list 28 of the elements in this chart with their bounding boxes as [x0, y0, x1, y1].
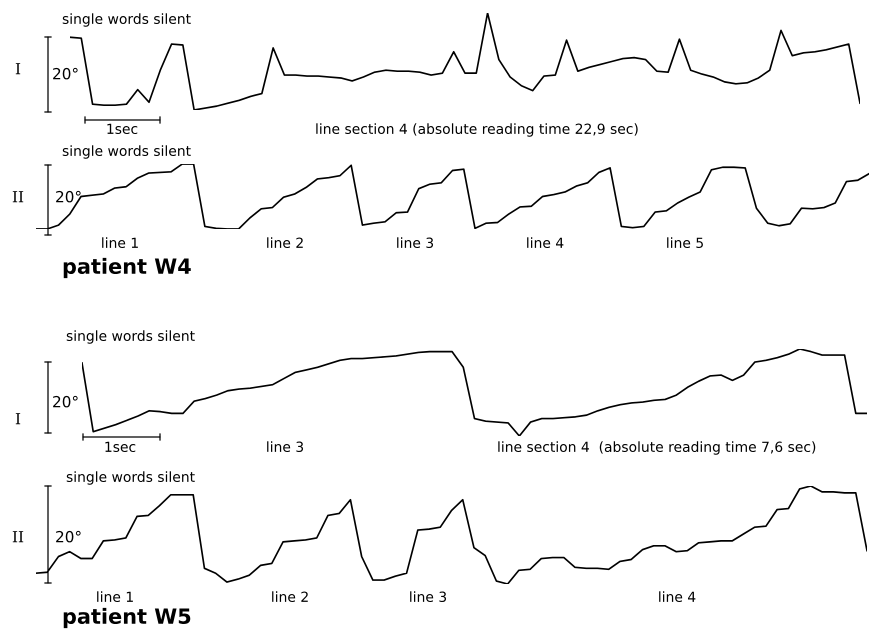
text: line 5 [667, 237, 703, 248]
y-axis-title: II [12, 191, 24, 202]
text: line section 4 (absolute reading time 22,9 sec) [316, 123, 638, 137]
y-axis-title: II [12, 531, 24, 542]
text: patient W5 [64, 608, 190, 628]
text: line 3 [410, 591, 446, 602]
text: line 3 [267, 441, 304, 452]
text: line 1 [97, 591, 133, 602]
annotation: 20° [56, 530, 81, 542]
chart-title: single words silent [66, 330, 195, 344]
chart-title: single words silent [62, 13, 191, 27]
text: line 4 [659, 591, 696, 602]
text: line 1 [102, 237, 138, 248]
text: line section 4 (absolute reading time 7,6 sec) [498, 441, 816, 455]
text: 1sec [107, 124, 138, 134]
annotation: 20° [53, 68, 78, 80]
text: line 2 [267, 237, 303, 248]
text: patient W4 [64, 258, 191, 278]
text: line 4 [527, 237, 564, 248]
annotation: 20° [56, 190, 81, 202]
y-axis-title: I [16, 413, 20, 424]
text: 1sec [105, 442, 136, 452]
chart-title: single words silent [62, 145, 191, 159]
text: line 3 [397, 237, 434, 248]
y-axis-title: I [16, 63, 20, 74]
chart-title: single words silent [66, 471, 195, 485]
text: line 2 [272, 591, 308, 602]
annotation: 20° [53, 396, 78, 408]
